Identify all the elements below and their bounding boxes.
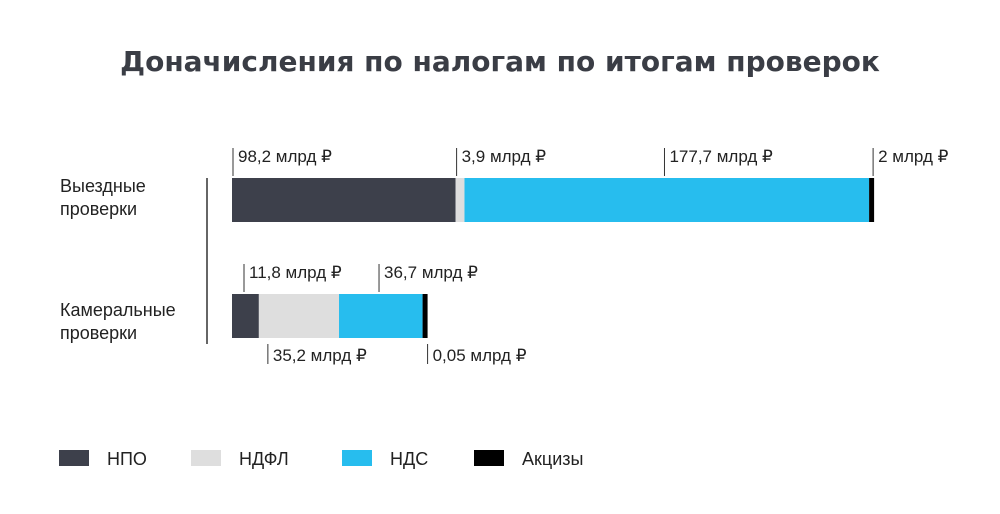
legend-swatch-3 <box>474 450 504 466</box>
data-label-vyezdnye-series-0: 98,2 млрд ₽ <box>238 147 332 166</box>
legend-label-1: НДФЛ <box>239 449 289 469</box>
category-label-kameralnye: Камеральные проверки <box>60 300 176 343</box>
bar-vyezdnye-series-1 <box>455 178 465 222</box>
data-label-vyezdnye-series-3: 2 млрд ₽ <box>878 147 948 166</box>
bar-vyezdnye-series-3 <box>869 178 875 222</box>
data-label-kameralnye-series-0: 11,8 млрд ₽ <box>249 263 342 282</box>
data-label-vyezdnye-series-1: 3,9 млрд ₽ <box>462 147 547 166</box>
bar-kameralnye-series-2 <box>339 294 423 338</box>
legend-swatch-1 <box>191 450 221 466</box>
data-label-kameralnye-series-1: 35,2 млрд ₽ <box>273 346 367 365</box>
bar-kameralnye-series-3 <box>422 294 428 338</box>
bar-kameralnye-series-1 <box>258 294 340 338</box>
category-label-vyezdnye: Выездные проверки <box>60 176 146 219</box>
legend-swatch-2 <box>342 450 372 466</box>
legend-label-0: НПО <box>107 449 147 469</box>
bar-vyezdnye-series-0 <box>232 178 456 222</box>
data-label-vyezdnye-series-2: 177,7 млрд ₽ <box>669 147 773 166</box>
legend-label-3: Акцизы <box>522 449 583 469</box>
data-label-kameralnye-series-2: 36,7 млрд ₽ <box>384 263 478 282</box>
legend-label-2: НДС <box>390 449 428 469</box>
bar-kameralnye-series-0 <box>232 294 259 338</box>
chart-title: Доначисления по налогам по итогам провер… <box>120 45 880 78</box>
legend-swatch-0 <box>59 450 89 466</box>
data-label-kameralnye-series-3: 0,05 млрд ₽ <box>433 346 527 365</box>
bar-vyezdnye-series-2 <box>464 178 870 222</box>
